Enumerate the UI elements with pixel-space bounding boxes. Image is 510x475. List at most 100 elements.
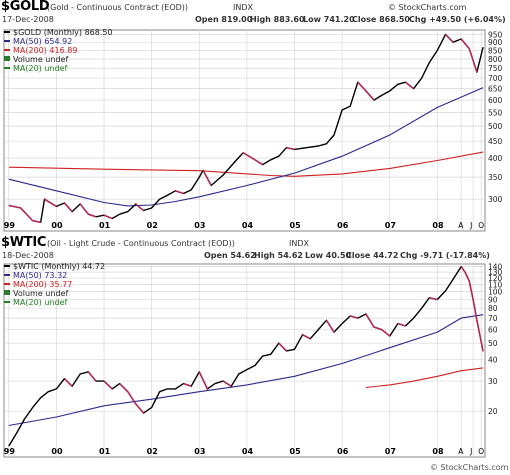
wtic-x-tick-label: J [469,447,472,456]
gold-name: (Gold - Continuous Contract (EOD)) [47,3,189,12]
gold-price-down-segment [357,81,367,92]
wtic-panel-header: $WTIC (Oil - Light Crude - Continuous Co… [0,235,510,266]
wtic-price-down-segment [302,334,311,340]
wtic-date: 18-Dec-2008 [2,251,54,260]
wtic-price-down-segment [278,342,287,352]
gold-date: 17-Dec-2008 [2,15,54,24]
wtic-price-down-segment [222,380,232,387]
wtic-x-tick-label: 07 [385,447,396,456]
gold-x-tick-label: 06 [337,221,349,230]
wtic-watermark: © StockCharts.com [430,463,509,472]
wtic-y-tick-label: 100 [488,288,503,297]
wtic-x-tick-label: 99 [4,447,16,456]
wtic-exchange: INDX [289,239,309,248]
wtic-price-down-segment [429,297,438,301]
gold-open: Open 819.00 [195,15,253,24]
gold-y-tick-label: 450 [488,137,503,146]
wtic-price-down-segment [325,319,335,333]
wtic-price-down-segment [472,299,478,321]
gold-y-tick-label: 950 [488,30,503,39]
wtic-y-tick-label: 50 [488,339,498,348]
gold-price-down-segment [135,203,141,208]
gold-x-tick-label: 99 [4,221,16,230]
gold-legend-ma20: MA(20) undef [13,64,67,73]
gold-price-down-segment [63,202,73,213]
gold-close: Close 868.50 [352,15,410,24]
gold-price-down-segment [242,152,256,161]
gold-y-tick-label: 700 [488,74,503,83]
gold-x-tick-label: J [469,221,472,230]
wtic-close: Close 44.72 [346,251,399,260]
wtic-y-tick-label: 40 [488,356,498,365]
gold-price-down-segment [32,219,41,224]
wtic-x-tick-label: 08 [432,447,444,456]
gold-legend-ma200: MA(200) 416.89 [13,46,77,55]
wtic-price-down-segment [464,271,470,282]
gold-price-down-segment [405,81,415,90]
wtic-y-tick-label: 20 [488,407,498,416]
gold-price-down-segment [103,214,113,220]
gold-y-tick-label: 750 [488,64,503,73]
gold-chg: Chg +49.50 (+6.04%) [409,15,506,24]
gold-x-tick-label: 00 [51,221,63,230]
gold-y-tick-label: 550 [488,109,503,118]
wtic-legend-volume: Volume undef [13,289,68,298]
gold-legend-volume-swatch [4,56,10,61]
gold-price-down-segment [44,198,49,203]
wtic-price-down-segment [127,391,137,405]
wtic-x-tick-label: 02 [147,447,158,456]
gold-price-down-segment [175,190,184,195]
wtic-price-down-segment [476,320,484,352]
gold-x-tick-label: 07 [385,221,396,230]
wtic-name: (Oil - Light Crude - Continuous Contract… [47,239,235,248]
wtic-x-tick-label: 01 [99,447,111,456]
wtic-price-down-segment [63,378,73,387]
gold-price-down-segment [20,207,34,222]
gold-y-tick-label: 500 [488,122,503,131]
gold-y-tick-label: 600 [488,96,503,105]
wtic-low: Low 40.50 [305,251,352,260]
wtic-x-tick-label: A [458,447,464,456]
wtic-x-tick-label: 06 [337,447,349,456]
wtic-legend: $WTIC (Monthly) 44.72 MA(50) 73.32 MA(20… [4,262,105,307]
wtic-y-tick-label: 70 [488,314,498,323]
wtic-series-ma200 [365,367,484,389]
wtic-y-tick-label: 90 [488,295,498,304]
gold-y-tick-label: 800 [488,55,503,64]
gold-price-down-segment [444,33,454,43]
gold-y-tick-label: 400 [488,154,503,163]
wtic-x-tick-label: 05 [290,447,302,456]
wtic-high: High 54.62 [254,251,303,260]
wtic-y-tick-label: 80 [488,304,498,313]
gold-x-tick-label: 05 [290,221,302,230]
gold-y-tick-label: 300 [488,195,503,204]
gold-price-down-segment [468,48,478,73]
wtic-open: Open 54.62 [204,251,256,260]
wtic-price-down-segment [87,371,97,382]
gold-exchange: INDX [233,3,253,12]
wtic-price-down-segment [381,329,391,337]
gold-watermark: © StockCharts.com [388,3,467,12]
wtic-legend-price: $WTIC (Monthly) 44.72 [13,262,105,271]
gold-x-tick-label: 04 [242,221,254,230]
gold-price-down-segment [460,38,470,50]
gold-x-tick-label: A [458,221,464,230]
gold-legend-volume: Volume undef [13,55,68,64]
gold-x-tick-label: 02 [147,221,158,230]
wtic-price-down-segment [365,313,375,328]
gold-high: High 883.60 [250,15,305,24]
wtic-x-tick-label: 00 [51,447,63,456]
wtic-y-tick-label: 60 [488,326,498,335]
gold-y-tick-label: 850 [488,46,503,55]
wtic-legend-ma20: MA(20) undef [13,298,67,307]
wtic-y-tick-label: 120 [488,274,503,283]
gold-low: Low 741.20 [303,15,355,24]
wtic-price-down-segment [183,382,192,387]
wtic-price-down-segment [397,322,406,327]
gold-legend-price: $GOLD (Monthly) 868.50 [13,28,113,37]
gold-symbol: $GOLD [1,0,50,14]
gold-price-down-segment [8,204,21,209]
wtic-x-tick-label: O [478,447,484,456]
gold-price-down-segment [254,159,263,166]
